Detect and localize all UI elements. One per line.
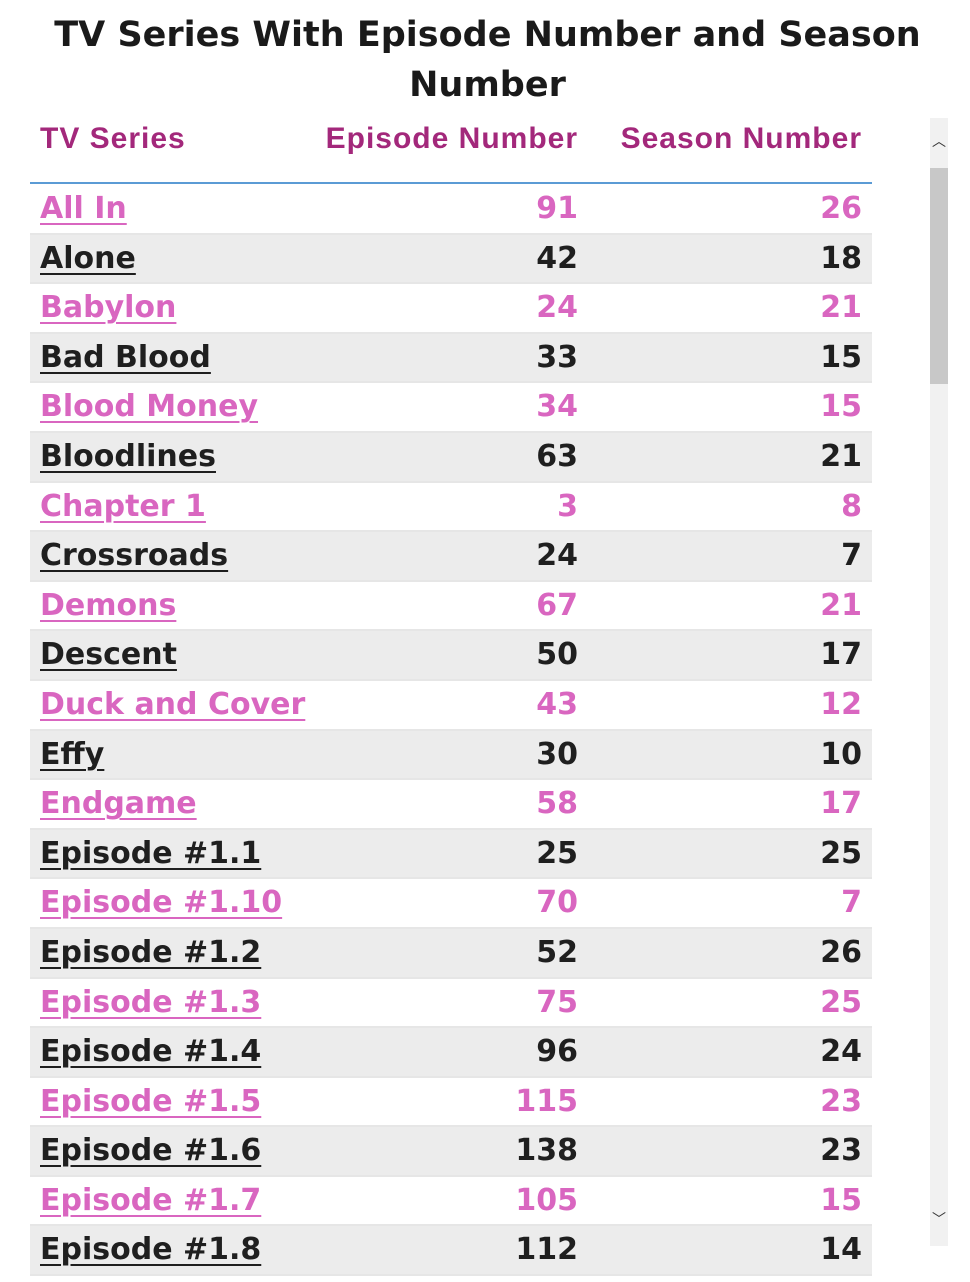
table-row: Episode #1.7 105 15 <box>30 1176 872 1227</box>
series-name-link[interactable]: Effy <box>40 736 105 772</box>
table-row: Descent 50 17 <box>30 631 872 681</box>
series-name-link[interactable]: Episode #1.5 <box>40 1083 262 1119</box>
season-number-cell: 21 <box>820 587 862 623</box>
chevron-down-icon[interactable]: ﹀ <box>932 1212 946 1228</box>
episode-number-cell: 42 <box>536 240 578 276</box>
season-number-cell: 21 <box>820 290 862 326</box>
series-name-link[interactable]: Episode #1.8 <box>40 1232 262 1268</box>
series-name-link[interactable]: Episode #1.1 <box>40 835 262 871</box>
episode-number-cell: 75 <box>536 984 578 1020</box>
season-number-cell: 25 <box>820 984 862 1020</box>
episode-number-cell: 138 <box>515 1133 578 1169</box>
season-number-cell: 25 <box>820 835 862 871</box>
series-name-link[interactable]: Crossroads <box>40 538 229 574</box>
table-row: Episode #1.6 138 23 <box>30 1127 872 1177</box>
episode-number-cell: 58 <box>536 786 578 822</box>
episode-number-cell: 67 <box>536 587 578 623</box>
episode-number-cell: 96 <box>536 1034 578 1070</box>
table-row: Episode #1.4 96 24 <box>30 1028 872 1078</box>
episode-number-cell: 112 <box>515 1232 578 1268</box>
table-row: Effy 30 10 <box>30 730 872 781</box>
table-row: Duck and Cover 43 12 <box>30 680 872 731</box>
episode-number-cell: 50 <box>536 637 578 673</box>
table-row: Episode #1.1 25 25 <box>30 829 872 880</box>
table-body: All In 91 26 Alone 42 18 Babylon 24 21 Bad Blood 3… <box>30 185 872 1282</box>
season-number-cell: 17 <box>820 637 862 673</box>
table-row: Bloodlines 63 21 <box>30 432 872 483</box>
season-number-cell: 14 <box>820 1232 862 1268</box>
episode-number-cell: 25 <box>536 835 578 871</box>
season-number-cell: 18 <box>820 240 862 276</box>
table-row: All In 91 26 <box>30 185 872 235</box>
season-number-cell: 24 <box>820 1034 862 1070</box>
series-name-link[interactable]: Blood Money <box>40 389 259 425</box>
table-row: Crossroads 24 7 <box>30 532 872 582</box>
table-row: Episode #1.10 70 7 <box>30 879 872 929</box>
season-number-cell: 15 <box>820 389 862 425</box>
episode-number-cell: 43 <box>536 686 578 722</box>
table-header: TV Series Episode Number Season Number <box>30 118 872 166</box>
season-number-cell: 8 <box>841 488 862 524</box>
series-name-link[interactable]: Chapter 1 <box>40 488 206 524</box>
season-number-cell: 10 <box>820 736 862 772</box>
series-name-link[interactable]: Episode #1.3 <box>40 984 262 1020</box>
season-number-cell: 26 <box>820 934 862 970</box>
season-number-cell: 21 <box>820 438 862 474</box>
series-name-link[interactable]: Duck and Cover <box>40 686 306 722</box>
series-name-link[interactable]: Endgame <box>40 786 197 822</box>
episode-number-cell: 30 <box>536 736 578 772</box>
series-name-link[interactable]: Episode #1.7 <box>40 1182 262 1218</box>
season-number-cell: 23 <box>820 1083 862 1119</box>
column-header-season-number[interactable]: Season Number <box>620 122 862 155</box>
table-row: Episode #1.2 52 26 <box>30 928 872 979</box>
season-number-cell: 12 <box>820 686 862 722</box>
season-number-cell: 26 <box>820 191 862 226</box>
table-row: Demons 67 21 <box>30 581 872 632</box>
episode-number-cell: 3 <box>557 488 578 524</box>
scrollbar-thumb[interactable] <box>930 168 948 384</box>
episode-number-cell: 24 <box>536 538 578 574</box>
series-name-link[interactable]: Descent <box>40 637 177 673</box>
episode-number-cell: 52 <box>536 934 578 970</box>
table-row: Babylon 24 21 <box>30 284 872 334</box>
column-header-episode-number[interactable]: Episode Number <box>325 122 578 155</box>
chevron-up-icon[interactable]: ︿ <box>932 134 946 150</box>
visual-title: TV Series With Episode Number and Season… <box>54 15 921 105</box>
table-row: Bad Blood 33 15 <box>30 333 872 384</box>
episode-number-cell: 115 <box>515 1083 578 1119</box>
episode-number-cell: 34 <box>536 389 578 425</box>
season-number-cell: 17 <box>820 786 862 822</box>
table-row: Blood Money 34 15 <box>30 383 872 433</box>
header-divider <box>30 182 872 184</box>
episode-number-cell: 63 <box>536 438 578 474</box>
episode-number-cell: 24 <box>536 290 578 326</box>
series-name-link[interactable]: Bloodlines <box>40 438 216 474</box>
column-header-tv-series[interactable]: TV Series <box>40 122 186 155</box>
series-name-link[interactable]: Episode #1.4 <box>40 1034 262 1070</box>
series-name-link[interactable]: Alone <box>40 240 136 276</box>
series-name-link[interactable]: Demons <box>40 587 177 623</box>
episode-number-cell: 105 <box>515 1182 578 1218</box>
table-row: Chapter 1 3 8 <box>30 482 872 533</box>
season-number-cell: 15 <box>820 1182 862 1218</box>
series-name-link[interactable]: Episode #1.10 <box>40 885 283 921</box>
episode-number-cell: 33 <box>536 339 578 375</box>
series-name-link[interactable]: Bad Blood <box>40 339 211 375</box>
series-name-link[interactable]: Episode #1.6 <box>40 1133 262 1169</box>
season-number-cell: 23 <box>820 1133 862 1169</box>
series-name-link[interactable]: Episode #1.2 <box>40 934 262 970</box>
season-number-cell: 7 <box>841 538 862 574</box>
table-row: Episode #1.5 115 23 <box>30 1077 872 1128</box>
table-row: Endgame 58 17 <box>30 780 872 830</box>
episode-number-cell: 91 <box>536 191 578 226</box>
episode-number-cell: 70 <box>536 885 578 921</box>
table-row: Episode #1.8 112 14 <box>30 1226 872 1277</box>
series-name-link[interactable]: Babylon <box>40 290 177 326</box>
vertical-scrollbar[interactable]: ︿ ﹀ <box>930 118 948 1246</box>
season-number-cell: 7 <box>841 885 862 921</box>
table-row: Episode #1.3 75 25 <box>30 978 872 1029</box>
series-name-link[interactable]: All In <box>40 191 127 226</box>
season-number-cell: 15 <box>820 339 862 375</box>
table-row: Alone 42 18 <box>30 234 872 285</box>
